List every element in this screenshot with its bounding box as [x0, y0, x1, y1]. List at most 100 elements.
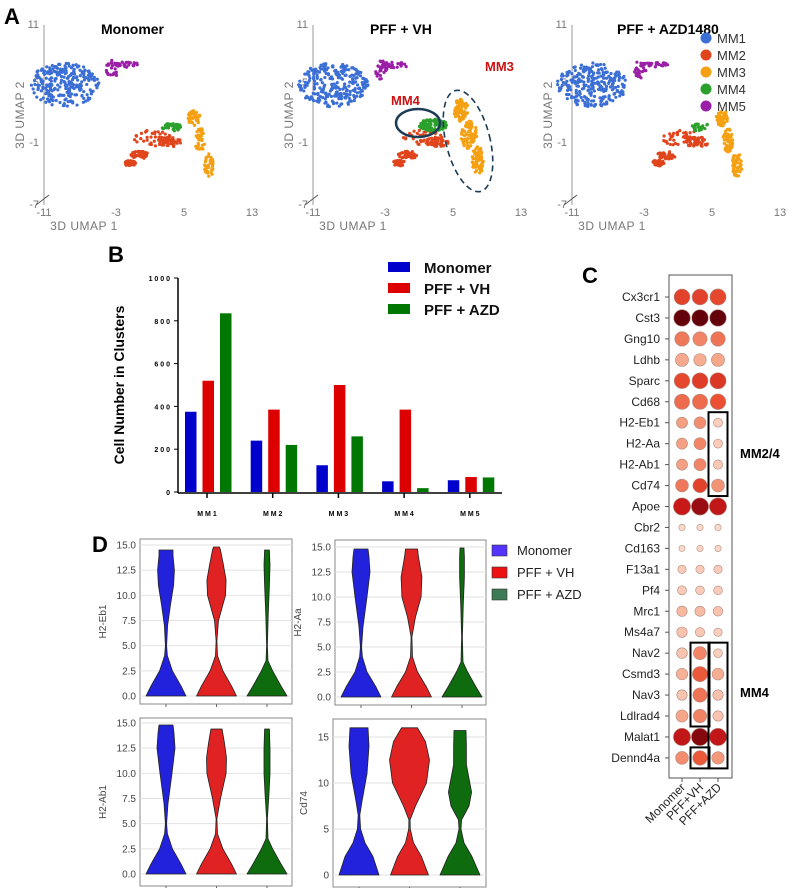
umap-point [186, 116, 190, 120]
y-tick-label: 4 0 0 [154, 404, 170, 411]
umap-point [343, 73, 347, 78]
umap-point [80, 93, 84, 98]
umap-point [432, 137, 436, 141]
umap-point [700, 126, 704, 130]
umap-point [607, 81, 611, 85]
umap-point [167, 136, 171, 141]
umap-point [71, 64, 75, 68]
umap-point [725, 127, 729, 132]
x-tick-label: -3 [380, 207, 390, 219]
umap-point [82, 96, 86, 100]
expression-dot [691, 372, 709, 390]
umap-point [110, 58, 114, 62]
umap-point [424, 141, 428, 145]
umap-point [63, 81, 67, 85]
expression-dot [675, 751, 689, 765]
legend-label: PFF + VH [424, 281, 490, 298]
umap-point [605, 84, 609, 89]
umap-point [583, 100, 587, 104]
x-axis-title: 3D UMAP 1 [50, 219, 118, 233]
umap-subplot: 11 5 -1 -7-11 -3 5 13 3D UMAP 1 3D UMAP 2 Monomer [13, 19, 258, 233]
umap-point [672, 154, 676, 158]
y-tick-label: 15.0 [117, 541, 137, 552]
umap-point [63, 64, 67, 68]
y-tick-label: 10.0 [117, 769, 137, 780]
umap-point [196, 141, 200, 146]
umap-point [596, 87, 601, 91]
violin-pff-vh [196, 728, 237, 875]
x-tick-label: M M 5 [460, 511, 480, 518]
umap-point [352, 99, 356, 103]
umap-point [316, 93, 320, 97]
umap-point [192, 109, 196, 113]
umap-point [133, 138, 137, 142]
umap-point [303, 80, 308, 84]
umap-point [354, 76, 358, 80]
umap-point [120, 60, 124, 64]
umap-point [359, 93, 363, 97]
y-tick-label: -7 [29, 199, 39, 211]
umap-point [425, 138, 430, 143]
umap-point [194, 114, 198, 118]
umap-point [88, 88, 92, 92]
umap-point [471, 139, 475, 143]
umap-point [446, 141, 450, 145]
umap-point [658, 155, 662, 159]
y-tick-label: 10 [318, 779, 330, 790]
y-tick-label: 5 [33, 77, 39, 89]
umap-point [364, 84, 368, 88]
bar-pff-azd [220, 313, 232, 492]
umap-point [697, 128, 701, 132]
umap-point [736, 154, 740, 159]
violin-subplot-cd74: 0 5 10 15 Cd74 [299, 718, 487, 888]
umap-point [605, 102, 609, 106]
umap-point [57, 71, 61, 75]
umap-point [210, 165, 215, 169]
umap-point [699, 135, 703, 139]
umap-point [303, 85, 307, 89]
umap-point [85, 82, 89, 87]
umap-point [621, 85, 625, 89]
violin-monomer [340, 548, 382, 698]
legend-label: MM1 [717, 31, 746, 46]
legend-label: Monomer [424, 260, 492, 277]
y-tick-label: 5 [323, 825, 329, 836]
umap-point [190, 121, 194, 125]
expression-dot [673, 372, 691, 389]
x-tick-label: -3 [639, 207, 649, 219]
umap-point [400, 156, 404, 160]
umap-point [675, 131, 679, 135]
umap-point [67, 64, 71, 68]
expression-dot [678, 523, 686, 531]
umap-point [601, 88, 606, 92]
expression-dot [692, 331, 708, 347]
umap-point [58, 67, 63, 72]
umap-point [422, 123, 426, 127]
umap-point [440, 127, 445, 131]
umap-point [133, 155, 137, 159]
umap-point [589, 83, 593, 87]
umap-point [604, 70, 608, 75]
umap-point [312, 79, 317, 83]
umap-point [313, 67, 318, 71]
umap-point [50, 103, 54, 107]
y-tick-label: 0 [166, 490, 170, 497]
z-axis [563, 194, 578, 206]
y-tick-label: 5.0 [122, 641, 136, 652]
umap-point [143, 154, 148, 159]
umap-point [688, 131, 692, 135]
umap-point [355, 91, 359, 95]
umap-point [55, 66, 60, 71]
umap-point [636, 74, 640, 79]
y-tick-label: 5.0 [317, 643, 331, 654]
umap-point [128, 163, 132, 167]
umap-point [78, 82, 82, 87]
umap-point [381, 59, 385, 63]
umap-point [200, 138, 204, 143]
umap-point [198, 127, 202, 131]
umap-point [465, 146, 469, 150]
bar-pff-azd [482, 477, 495, 492]
umap-point [456, 113, 460, 118]
